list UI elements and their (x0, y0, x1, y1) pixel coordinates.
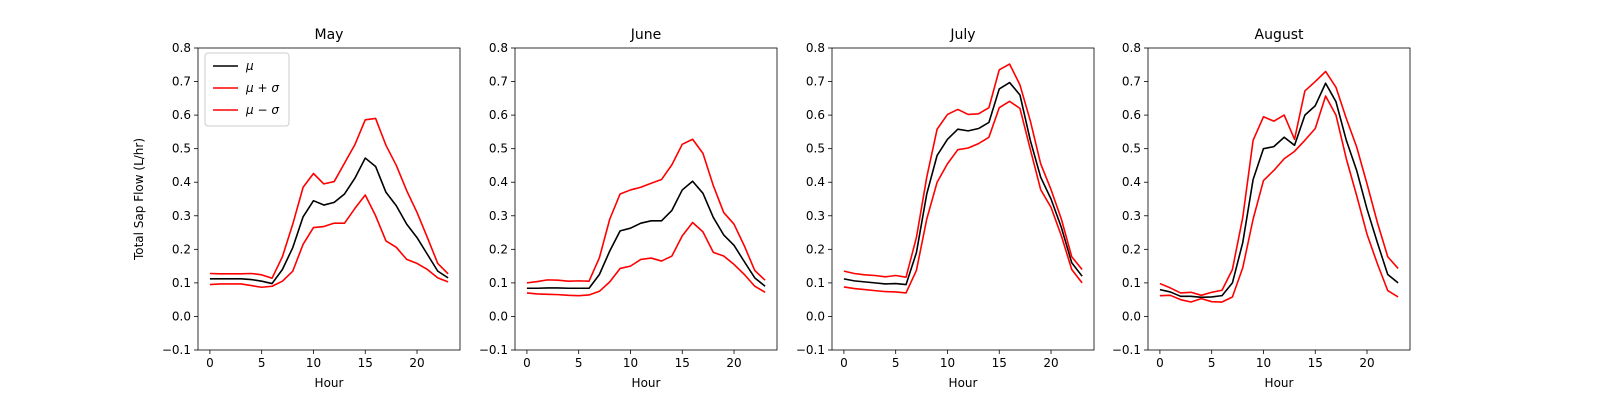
plot-frame (197, 47, 461, 351)
y-tick-label: 0.0 (1122, 309, 1141, 323)
panel-july: July −0.1 0.0 0.1 0.2 0.3 0.4 0.5 0.6 0.7 0.8 0 5 10 1… (796, 27, 1095, 390)
panel-title: July (949, 27, 975, 43)
y-tick-label: 0.2 (806, 242, 825, 256)
x-tick-label: 10 (623, 356, 638, 370)
y-tick-label: 0.5 (489, 142, 508, 156)
y-tick-label: 0.6 (489, 108, 508, 122)
series-line-lower (209, 194, 449, 289)
x-tick-label: 15 (992, 356, 1007, 370)
y-tick-label: −0.1 (796, 343, 825, 357)
x-tick-label: 10 (1256, 356, 1271, 370)
y-tick-label: 0.4 (489, 175, 508, 189)
x-tick-label: 20 (409, 356, 424, 370)
x-axis-label: Hour (949, 376, 978, 390)
y-tick-label: 0.6 (172, 108, 191, 122)
series-line-mean (1159, 82, 1399, 299)
panel-june: June −0.1 0.0 0.1 0.2 0.3 0.4 0.5 0.6 0.7 0.8 0 5 10 1… (479, 27, 778, 390)
x-tick-label: 15 (1308, 356, 1323, 370)
y-tick-label: 0.8 (489, 41, 508, 55)
legend-label-upper: μ + σ (245, 81, 279, 95)
y-tick-label: −0.1 (162, 343, 191, 357)
y-tick-label: 0.1 (806, 276, 825, 290)
panel-title: August (1255, 27, 1305, 43)
plot-frame (514, 47, 778, 351)
y-tick-label: 0.0 (489, 309, 508, 323)
y-tick-label: −0.1 (479, 343, 508, 357)
series-line-mean (843, 81, 1083, 286)
panel-title: May (315, 27, 344, 43)
x-tick-label: 5 (258, 356, 266, 370)
y-tick-label: 0.6 (1122, 108, 1141, 122)
x-tick-label: 0 (206, 356, 214, 370)
x-axis-label: Hour (1265, 376, 1294, 390)
x-tick-label: 0 (840, 356, 848, 370)
y-tick-label: 0.8 (1122, 41, 1141, 55)
series-line-lower (843, 100, 1083, 294)
series-line-upper (209, 117, 449, 279)
x-axis-label: Hour (315, 376, 344, 390)
y-tick-label: 0.1 (489, 276, 508, 290)
y-tick-label: 0.1 (1122, 276, 1141, 290)
y-tick-label: 0.7 (1122, 75, 1141, 89)
plot-frame (1147, 47, 1411, 351)
panel-title: June (630, 27, 662, 43)
x-tick-label: 15 (358, 356, 373, 370)
panel-august: August −0.1 0.0 0.1 0.2 0.3 0.4 0.5 0.6 0.7 0.8 0 5 1… (1112, 27, 1411, 390)
x-tick-label: 5 (575, 356, 583, 370)
plot-frame (831, 47, 1095, 351)
y-tick-label: 0.0 (172, 309, 191, 323)
legend: μ μ + σ μ − σ (204, 52, 290, 127)
legend-label-lower: μ − σ (245, 103, 279, 117)
y-tick-label: 0.1 (172, 276, 191, 290)
series-line-upper (843, 63, 1083, 278)
y-tick-label: 0.5 (1122, 142, 1141, 156)
y-tick-label: 0.5 (806, 142, 825, 156)
x-tick-label: 20 (726, 356, 741, 370)
y-tick-label: 0.4 (806, 175, 825, 189)
x-tick-label: 15 (675, 356, 690, 370)
y-tick-label: 0.3 (806, 209, 825, 223)
legend-label-mean: μ (245, 59, 254, 73)
series-line-upper (1159, 70, 1399, 297)
y-tick-label: 0.7 (172, 75, 191, 89)
y-tick-label: 0.7 (806, 75, 825, 89)
series-line-mean (209, 157, 449, 285)
x-tick-label: 5 (892, 356, 900, 370)
x-tick-label: 20 (1043, 356, 1058, 370)
y-tick-label: 0.5 (172, 142, 191, 156)
y-tick-label: 0.3 (489, 209, 508, 223)
legend-box (204, 52, 290, 127)
y-tick-label: 0.0 (806, 309, 825, 323)
x-tick-label: 5 (1208, 356, 1216, 370)
series-line-mean (526, 180, 766, 290)
y-tick-label: 0.2 (489, 242, 508, 256)
x-tick-label: 0 (523, 356, 531, 370)
y-tick-label: 0.4 (1122, 175, 1141, 189)
y-tick-label: 0.4 (172, 175, 191, 189)
y-tick-label: 0.2 (172, 242, 191, 256)
x-tick-label: 0 (1156, 356, 1164, 370)
y-axis-label: Total Sap Flow (L/hr) (132, 138, 146, 261)
y-tick-label: 0.3 (1122, 209, 1141, 223)
y-tick-label: 0.3 (172, 209, 191, 223)
series-line-lower (526, 221, 766, 297)
y-tick-label: 0.8 (806, 41, 825, 55)
x-tick-label: 10 (940, 356, 955, 370)
x-axis-label: Hour (632, 376, 661, 390)
y-tick-label: 0.2 (1122, 242, 1141, 256)
series-line-lower (1159, 95, 1399, 303)
panel-may: May −0.1 0.0 0.1 0.2 0.3 0.4 0.5 0.6 0.7 0.8 0 5 10 15… (162, 27, 461, 390)
y-tick-label: 0.8 (172, 41, 191, 55)
y-tick-label: 0.6 (806, 108, 825, 122)
y-tick-label: 0.7 (489, 75, 508, 89)
series-line-upper (526, 138, 766, 284)
x-tick-label: 20 (1359, 356, 1374, 370)
x-tick-label: 10 (306, 356, 321, 370)
y-tick-label: −0.1 (1112, 343, 1141, 357)
